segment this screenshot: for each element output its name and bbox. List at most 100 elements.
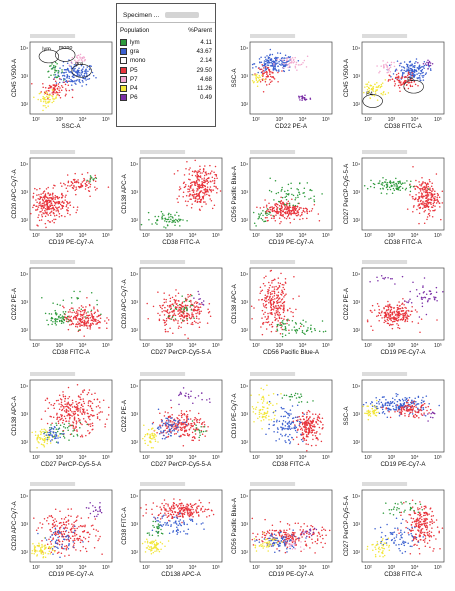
data-point (395, 73, 398, 76)
data-point (400, 84, 403, 86)
data-point (197, 183, 200, 186)
data-point (279, 222, 281, 225)
data-point (426, 188, 429, 190)
x-tick-label: 10² (364, 233, 372, 239)
data-point (308, 198, 310, 200)
data-point (252, 74, 254, 76)
data-point (209, 164, 211, 167)
x-tick-label: 10² (142, 233, 150, 239)
data-point (295, 197, 297, 199)
data-point (76, 384, 79, 386)
data-point (380, 401, 383, 404)
data-point (298, 191, 300, 194)
data-point (422, 296, 424, 299)
data-point (49, 212, 51, 214)
data-point (427, 299, 429, 302)
data-point (366, 319, 369, 321)
data-point (391, 185, 394, 187)
data-point (178, 315, 181, 317)
data-point (45, 434, 47, 436)
data-point (423, 195, 425, 198)
data-point (265, 433, 267, 435)
data-point (423, 400, 425, 402)
data-point (312, 434, 314, 436)
data-point (174, 221, 177, 224)
data-point (82, 68, 84, 70)
data-point (209, 186, 212, 188)
data-point (198, 309, 200, 311)
data-point (272, 76, 275, 79)
data-point (277, 80, 279, 83)
data-point (77, 323, 79, 326)
data-point (66, 74, 68, 76)
data-point (417, 199, 419, 201)
data-point (272, 279, 275, 281)
data-point (188, 195, 191, 197)
data-point (188, 188, 191, 190)
data-point (425, 197, 428, 199)
data-point (83, 56, 86, 59)
data-point (271, 80, 273, 82)
data-point (289, 307, 291, 310)
data-point (78, 329, 80, 331)
data-point (180, 308, 183, 310)
data-point (287, 183, 290, 186)
data-point (207, 425, 209, 428)
data-point (431, 190, 433, 192)
data-point (72, 206, 75, 208)
data-point (273, 217, 275, 220)
data-point (406, 208, 409, 210)
data-point (166, 309, 169, 311)
data-point (285, 64, 287, 66)
redacted-plot-title (362, 34, 408, 38)
data-point (422, 76, 424, 79)
data-point (46, 397, 48, 400)
data-point (281, 335, 284, 338)
data-point (405, 316, 407, 318)
data-point (427, 59, 429, 62)
data-point (406, 65, 409, 68)
data-point (388, 67, 391, 70)
data-point (408, 73, 411, 76)
data-point (384, 402, 387, 404)
data-point (430, 203, 432, 205)
data-point (281, 186, 283, 189)
data-point (422, 406, 425, 409)
data-point (74, 316, 76, 319)
data-point (289, 399, 291, 401)
x-axis-label: CD27 PerCP-Cy5-5-A (41, 461, 102, 468)
data-point (59, 87, 61, 89)
data-point (42, 200, 44, 202)
data-point (195, 302, 198, 304)
data-point (193, 320, 196, 322)
data-point (86, 393, 89, 396)
data-point (207, 181, 210, 183)
data-point (433, 296, 435, 298)
data-point (422, 203, 424, 206)
data-point (298, 208, 300, 211)
data-point (55, 424, 58, 427)
data-point (75, 83, 77, 85)
data-point (268, 297, 271, 299)
data-point (435, 202, 438, 204)
data-point (316, 417, 319, 419)
data-point (95, 76, 97, 79)
data-point (291, 56, 294, 59)
data-point (289, 428, 292, 430)
data-point (165, 227, 167, 229)
data-point (425, 395, 428, 397)
data-point (418, 72, 420, 74)
data-point (214, 173, 216, 176)
data-point (203, 421, 205, 423)
data-point (34, 209, 37, 211)
data-point (101, 411, 103, 413)
data-point (69, 404, 72, 407)
data-point (298, 97, 300, 99)
data-point (427, 188, 430, 190)
data-point (200, 190, 203, 192)
data-point (53, 184, 55, 186)
data-point (284, 334, 287, 337)
data-point (181, 295, 183, 297)
data-points (251, 48, 312, 102)
